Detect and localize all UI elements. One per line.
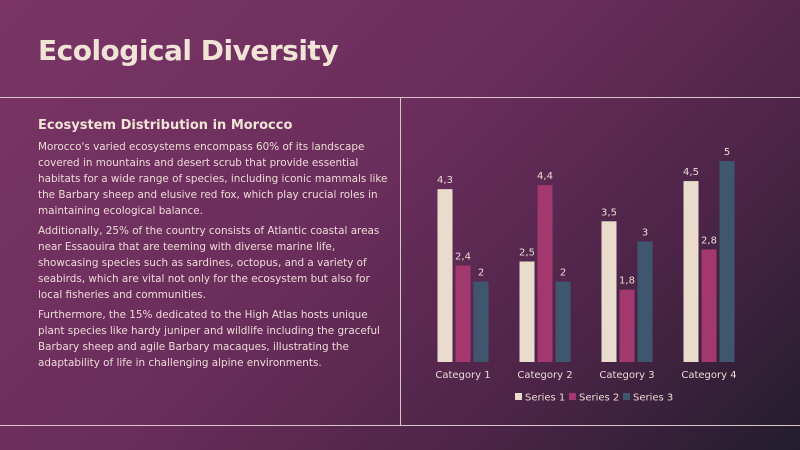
data-label: 2,4 <box>455 252 471 263</box>
data-label: 4,4 <box>537 171 553 182</box>
bar <box>437 189 453 362</box>
data-label: 2,5 <box>519 248 535 259</box>
legend-swatch <box>569 393 576 400</box>
x-tick-label: Category 4 <box>681 370 736 381</box>
bar <box>619 289 635 362</box>
data-label: 2,8 <box>701 235 717 246</box>
bar <box>555 281 571 362</box>
bar <box>473 281 489 362</box>
divider <box>400 97 401 425</box>
bar <box>455 265 471 362</box>
bar <box>637 241 653 362</box>
x-tick-label: Category 1 <box>435 370 490 381</box>
x-tick-label: Category 3 <box>599 370 654 381</box>
data-label: 4,5 <box>683 167 699 178</box>
text-panel: Ecosystem Distribution in Morocco Morocc… <box>38 118 388 375</box>
paragraph: Furthermore, the 15% dedicated to the Hi… <box>38 309 380 369</box>
data-label: 3 <box>642 227 648 238</box>
data-label: 2 <box>560 268 566 279</box>
legend-label: Series 2 <box>579 393 619 404</box>
bar <box>601 221 617 362</box>
slide-title: Ecological Diversity <box>38 34 339 67</box>
data-label: 2 <box>478 268 484 279</box>
paragraph: Morocco's varied ecosystems encompass 60… <box>38 141 388 217</box>
bar <box>701 249 717 362</box>
bar <box>519 261 535 362</box>
legend-label: Series 1 <box>525 393 565 404</box>
subtitle: Ecosystem Distribution in Morocco <box>38 118 293 133</box>
bar <box>719 161 735 362</box>
data-label: 4,3 <box>437 175 453 186</box>
data-label: 1,8 <box>619 276 635 287</box>
legend-label: Series 3 <box>633 393 673 404</box>
paragraph: Additionally, 25% of the country consist… <box>38 225 380 301</box>
bar <box>537 185 553 362</box>
legend-swatch <box>515 393 522 400</box>
x-tick-label: Category 2 <box>517 370 572 381</box>
divider <box>0 425 800 426</box>
data-label: 3,5 <box>601 207 617 218</box>
data-label: 5 <box>724 147 730 158</box>
bar <box>683 181 699 362</box>
legend-swatch <box>623 393 630 400</box>
